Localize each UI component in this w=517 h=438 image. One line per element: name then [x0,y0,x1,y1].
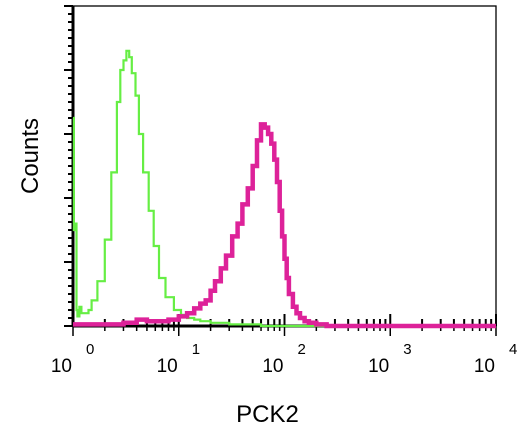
series-line-2 [73,122,496,329]
x-tick-label-base: 10 [474,356,495,377]
x-tick-label-exp: 3 [403,341,411,358]
x-tick-label-base: 10 [51,356,72,377]
x-tick-label-base: 10 [157,356,178,377]
x-tick-label-base: 10 [368,356,389,377]
x-tick-label-exp: 4 [509,341,517,358]
series-line-1 [72,49,496,328]
x-tick-labels: 10 0 10 1 10 2 10 3 10 4 [51,341,517,377]
x-tick-label-exp: 2 [298,341,306,358]
x-tick-label-exp: 1 [192,341,200,358]
y-axis-ticks [64,5,73,327]
x-tick-label-base: 10 [262,356,283,377]
x-axis-label: PCK2 [236,401,299,428]
x-tick-label-exp: 0 [86,341,94,358]
y-axis-label: Counts [17,118,44,194]
series-layer [72,49,496,329]
